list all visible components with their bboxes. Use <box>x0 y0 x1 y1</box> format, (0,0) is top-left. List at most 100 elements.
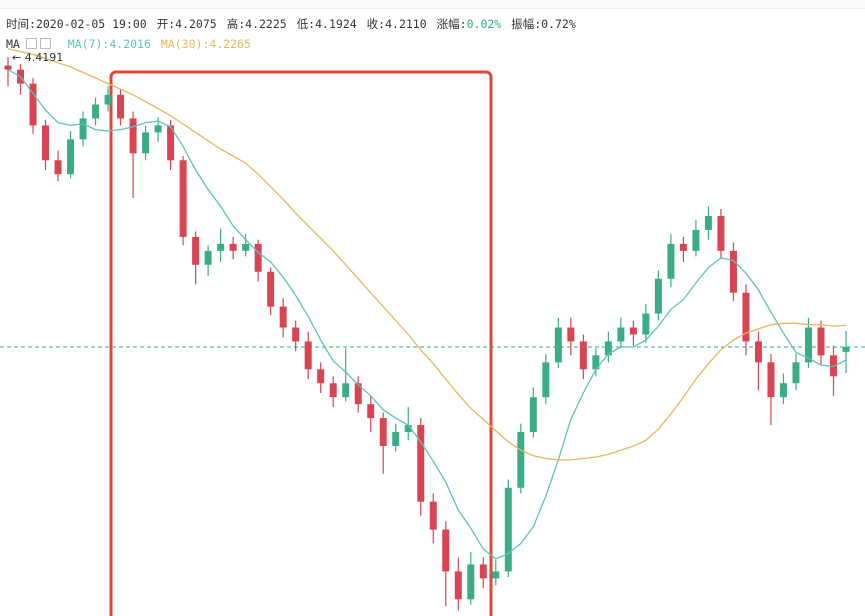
info-value: 0.72% <box>541 17 576 31</box>
candle-body <box>342 383 350 398</box>
candle-body <box>117 94 125 119</box>
icon[interactable] <box>39 38 51 49</box>
candle-body <box>267 271 275 307</box>
ma-line <box>7 48 847 461</box>
info-value: 4.2225 <box>245 17 287 31</box>
candle-body <box>129 118 137 154</box>
icon[interactable] <box>25 38 37 49</box>
indicator: MA <box>6 37 20 51</box>
info-value: 0.02% <box>466 17 502 31</box>
candle-body <box>279 306 287 328</box>
candle-body <box>717 216 725 251</box>
candle-body <box>367 404 375 419</box>
candle-body <box>692 229 700 251</box>
candle-body <box>142 132 150 154</box>
candle-body <box>604 341 612 356</box>
info-item: 收:4.2110 <box>367 17 427 31</box>
info-label: 涨幅: <box>436 17 467 31</box>
candle-body <box>804 327 812 363</box>
candle-body <box>517 432 525 488</box>
candle-body <box>392 432 400 446</box>
info-label: 振幅: <box>511 17 542 31</box>
highlight-box <box>109 70 493 616</box>
candle-body <box>167 125 175 161</box>
legend-value: 4.2265 <box>209 37 251 51</box>
candle-body <box>179 160 187 237</box>
candle-body <box>467 564 475 600</box>
candle-body <box>667 243 675 279</box>
candle-body <box>492 571 500 579</box>
candle-body <box>192 236 200 265</box>
toolbar <box>0 0 865 9</box>
legend-name: MA(30) <box>160 37 203 51</box>
candle-body <box>329 383 337 398</box>
legend-value: 4.2016 <box>109 37 151 51</box>
candle-body <box>304 341 312 370</box>
candle-body <box>442 529 450 572</box>
legend-entry: MA(30):4.2265 <box>161 37 251 51</box>
info-label: 开: <box>156 17 176 31</box>
legend-name: MA(7) <box>67 37 103 51</box>
candle-body <box>317 369 325 384</box>
candle-body <box>104 94 112 105</box>
info-item: 时间:2020-02-05 19:00 <box>6 17 147 31</box>
candle-body <box>704 216 712 230</box>
ma-row: MA MA(7):4.2016 MA(30):4.2265 <box>6 37 261 51</box>
candle-body <box>379 418 387 446</box>
candle-body <box>479 564 487 579</box>
candle-body <box>404 425 412 433</box>
info-value: 4.2110 <box>385 17 427 31</box>
candle-body <box>354 383 362 405</box>
candle-body <box>767 362 775 398</box>
candle-body <box>254 243 262 272</box>
candle-body <box>4 65 12 70</box>
candle-body <box>779 383 787 398</box>
candle-body <box>792 362 800 384</box>
candle-body <box>579 341 587 370</box>
candle-body <box>842 347 850 352</box>
info-item: 振幅:0.72% <box>511 17 576 31</box>
candle-body <box>529 397 537 433</box>
info-value: 2020-02-05 19:00 <box>35 17 147 31</box>
candle-body <box>679 243 687 251</box>
candle-body <box>542 362 550 398</box>
legend-sep: : <box>102 37 110 51</box>
candle-body <box>79 118 87 140</box>
info-label: 收: <box>366 17 386 31</box>
candle-body <box>729 250 737 293</box>
info-value: 4.2075 <box>175 17 217 31</box>
info-item: 开:4.2075 <box>157 17 217 31</box>
high-label: ← 4.4191 <box>12 51 63 64</box>
candle-body <box>592 355 600 370</box>
candle-body <box>754 341 762 363</box>
info-value: 4.1924 <box>315 17 357 31</box>
candle-body <box>29 83 37 126</box>
candle-body <box>92 104 100 119</box>
info-item: 低:4.1924 <box>297 17 357 31</box>
info-row: 时间:2020-02-05 19:00 开:4.2075 高:4.2225 低:4.1… <box>6 16 586 32</box>
candle-body <box>454 571 462 600</box>
candle-body <box>429 501 437 530</box>
legend-sep: : <box>202 37 210 51</box>
candle-body <box>217 243 225 251</box>
candle-body <box>642 313 650 335</box>
info-item: 涨幅:0.02% <box>437 17 502 31</box>
candle-body <box>229 243 237 251</box>
candle-body <box>617 327 625 342</box>
candle-body <box>67 139 75 175</box>
candle-body <box>204 250 212 265</box>
candle-body <box>417 425 425 502</box>
candle-body <box>742 292 750 342</box>
candle-body <box>154 125 162 133</box>
info-item: 高:4.2225 <box>227 17 287 31</box>
candle-body <box>567 327 575 342</box>
ma-line <box>7 69 847 560</box>
candle-body <box>54 160 62 175</box>
candle-body <box>242 243 250 251</box>
info-label: 高: <box>226 17 246 31</box>
info-label: 低: <box>296 17 316 31</box>
candle-body <box>42 125 50 161</box>
legend-entry: MA(7):4.2016 <box>68 37 151 51</box>
candle-body <box>292 327 300 342</box>
